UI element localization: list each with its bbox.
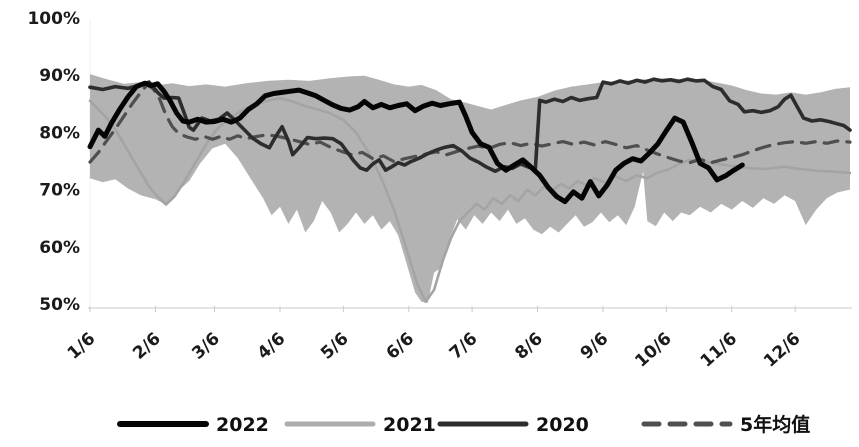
x-tick-label: 4/6 bbox=[254, 329, 290, 364]
legend-label-2020: 2020 bbox=[536, 414, 589, 436]
y-tick-label: 90% bbox=[39, 66, 80, 86]
legend-label-2022: 2022 bbox=[216, 414, 269, 436]
x-tick-label: 7/6 bbox=[446, 329, 482, 364]
y-tick-label: 100% bbox=[27, 9, 80, 29]
series-line-5yr-avg bbox=[88, 83, 852, 165]
y-tick-label: 70% bbox=[39, 181, 80, 201]
y-tick-label: 60% bbox=[39, 238, 80, 258]
x-tick-label: 9/6 bbox=[577, 329, 613, 364]
y-tick-label: 50% bbox=[39, 295, 80, 315]
x-tick-label: 8/6 bbox=[511, 329, 547, 364]
x-tick-label: 11/6 bbox=[697, 329, 741, 372]
x-tick-label: 3/6 bbox=[188, 329, 224, 364]
legend-item-2021: 2021 bbox=[284, 414, 436, 436]
x-tick-label: 5/6 bbox=[317, 329, 353, 364]
series-line-2022 bbox=[87, 80, 745, 205]
x-tick-label: 2/6 bbox=[129, 329, 165, 364]
legend-item-2022: 2022 bbox=[117, 414, 269, 436]
x-tick-label: 6/6 bbox=[383, 329, 419, 364]
legend-item-5yr-avg: 5年均值 bbox=[641, 413, 810, 436]
legend-item-2020: 2020 bbox=[437, 414, 589, 436]
legend-label-2021: 2021 bbox=[383, 414, 436, 436]
y-tick-label: 80% bbox=[39, 123, 80, 143]
x-tick-label: 12/6 bbox=[760, 329, 804, 372]
x-tick-label: 1/6 bbox=[64, 329, 100, 364]
x-tick-label: 10/6 bbox=[631, 329, 675, 372]
series-line-2020 bbox=[88, 77, 852, 174]
legend-label-5yr-avg: 5年均值 bbox=[740, 413, 810, 436]
five-year-range-band bbox=[90, 74, 850, 303]
